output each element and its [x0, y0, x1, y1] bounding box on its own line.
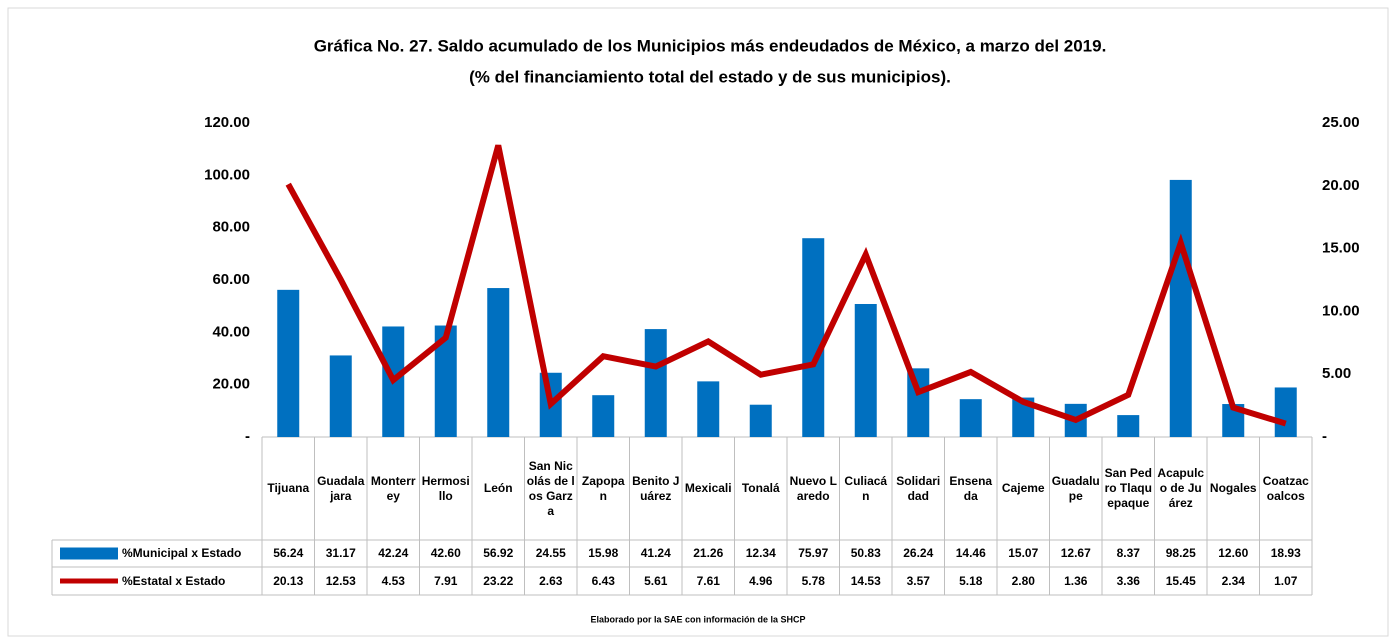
- value-label: 5.18: [959, 573, 983, 588]
- y2-tick-label: 20.00: [1322, 177, 1360, 194]
- value-label: 12.60: [1218, 546, 1249, 560]
- value-label: 5.61: [644, 573, 668, 588]
- value-label: 26.24: [903, 546, 934, 560]
- value-label: 15.07: [1008, 546, 1039, 560]
- category-label: San Nicolás de los Garza: [526, 458, 575, 518]
- value-label: 1.36: [1064, 573, 1088, 588]
- y-tick-label: 80.00: [212, 219, 250, 236]
- y-tick-label: -: [245, 428, 250, 445]
- chart-subtitle: (% del financiamiento total del estado y…: [469, 67, 951, 86]
- value-label: 2.80: [1011, 573, 1035, 588]
- value-label: 7.61: [696, 573, 720, 588]
- value-label: 12.34: [745, 546, 776, 560]
- value-label: 18.93: [1270, 546, 1301, 560]
- category-label: Guadalupe: [1051, 473, 1100, 503]
- value-label: 4.53: [381, 573, 405, 588]
- y-tick-label: 40.00: [212, 323, 250, 340]
- y2-tick-label: 5.00: [1322, 365, 1351, 382]
- value-label: 12.53: [325, 573, 356, 588]
- category-label: Nogales: [1209, 481, 1257, 495]
- y2-tick-label: 15.00: [1322, 240, 1360, 257]
- value-label: 6.43: [591, 573, 615, 588]
- bar: [854, 303, 877, 437]
- bar: [329, 355, 352, 437]
- value-label: 50.83: [850, 546, 881, 560]
- value-label: 14.53: [850, 573, 881, 588]
- legend-swatch: [60, 547, 118, 560]
- y-tick-label: 60.00: [212, 271, 250, 288]
- bar: [1012, 397, 1035, 437]
- value-label: 31.17: [325, 546, 356, 560]
- value-label: 4.96: [749, 573, 773, 588]
- category-label: Nuevo Laredo: [789, 473, 837, 503]
- chart-frame: [7, 7, 1389, 637]
- category-label: Zapopan: [581, 473, 625, 503]
- legend-label: %Municipal x Estado: [122, 546, 242, 560]
- value-label: 23.22: [483, 573, 514, 588]
- chart-title: Gráfica No. 27. Saldo acumulado de los M…: [314, 36, 1107, 55]
- value-label: 14.46: [955, 546, 986, 560]
- category-label: León: [483, 481, 513, 495]
- bar: [749, 404, 772, 437]
- bar: [1274, 387, 1297, 437]
- y2-tick-label: 25.00: [1322, 114, 1360, 131]
- bar: [277, 289, 300, 437]
- value-label: 15.98: [588, 546, 619, 560]
- value-label: 75.97: [798, 546, 829, 560]
- value-label: 21.26: [693, 546, 724, 560]
- category-label: Hermosillo: [421, 473, 470, 503]
- source-note: Elaborado por la SAE con información de …: [590, 614, 805, 624]
- category-label: Culiacán: [844, 473, 888, 503]
- value-label: 56.92: [483, 546, 514, 560]
- value-label: 24.55: [535, 546, 566, 560]
- value-label: 5.78: [801, 573, 825, 588]
- bar: [434, 325, 457, 437]
- value-label: 15.45: [1165, 573, 1196, 588]
- value-label: 56.24: [273, 546, 304, 560]
- y-tick-label: 20.00: [212, 376, 250, 393]
- value-label: 8.37: [1116, 546, 1140, 560]
- category-label: San Pedro Tlaquepaque: [1104, 466, 1152, 510]
- line: [285, 144, 1287, 427]
- category-label: Ensenada: [949, 473, 993, 503]
- category-label: Cajeme: [1001, 481, 1045, 495]
- category-label: Guadalajara: [317, 473, 365, 503]
- bar: [644, 329, 667, 437]
- bar: [1169, 179, 1192, 437]
- y-tick-label: 100.00: [204, 166, 250, 183]
- bar: [959, 399, 982, 437]
- bar: [592, 395, 615, 437]
- value-label: 2.34: [1221, 573, 1245, 588]
- category-label: Mexicali: [684, 481, 732, 495]
- y2-tick-label: -: [1322, 428, 1327, 445]
- value-label: 2.63: [539, 573, 563, 588]
- y2-tick-label: 10.00: [1322, 302, 1360, 319]
- bar: [802, 238, 825, 437]
- category-label: Monterrey: [370, 473, 416, 503]
- value-label: 20.13: [273, 573, 304, 588]
- category-label: Benito Juárez: [632, 473, 680, 503]
- value-label: 7.91: [434, 573, 458, 588]
- value-label: 98.25: [1165, 546, 1196, 560]
- value-label: 12.67: [1060, 546, 1091, 560]
- value-label: 42.24: [378, 546, 409, 560]
- category-label: Tonalá: [741, 481, 780, 495]
- value-label: 42.60: [430, 546, 461, 560]
- bar: [487, 288, 510, 437]
- legend-label: %Estatal x Estado: [122, 573, 226, 588]
- y-tick-label: 120.00: [204, 114, 250, 131]
- category-label: Tijuana: [267, 481, 310, 495]
- value-label: 3.57: [906, 573, 930, 588]
- category-label: Solidaridad: [896, 473, 941, 503]
- bar: [1117, 415, 1140, 437]
- value-label: 41.24: [640, 546, 671, 560]
- value-label: 1.07: [1274, 573, 1298, 588]
- bar: [697, 381, 720, 437]
- category-label: Acapulco de Juárez: [1157, 466, 1205, 510]
- value-label: 3.36: [1116, 573, 1140, 588]
- category-label: Coatzacoalcos: [1262, 473, 1309, 503]
